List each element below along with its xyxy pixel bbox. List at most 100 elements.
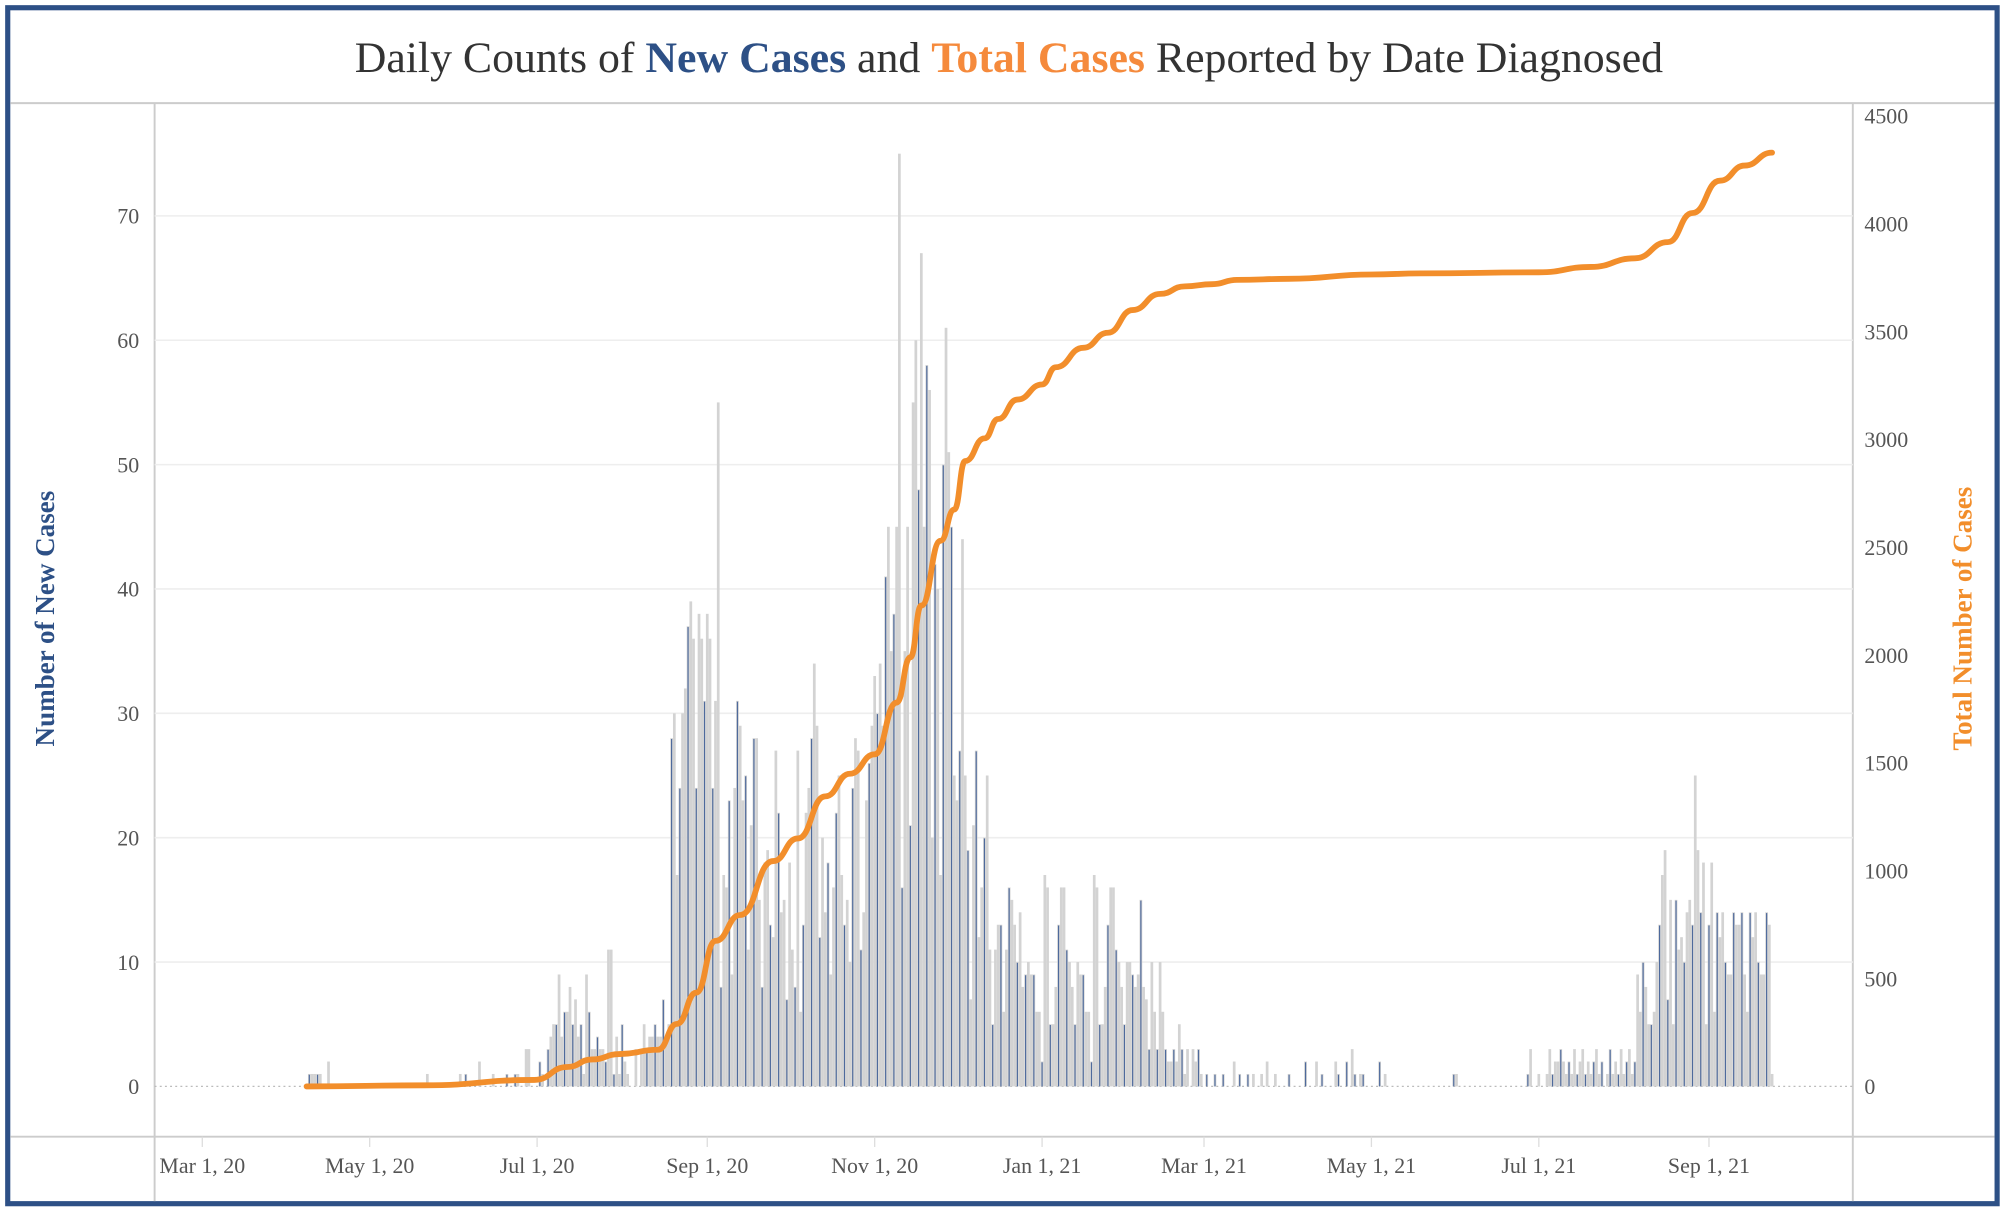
new-cases-bar (928, 389, 931, 1087)
new-cases-bar-highlight (1757, 962, 1759, 1087)
new-cases-bar (865, 800, 868, 1087)
new-cases-bar (1746, 1011, 1749, 1087)
new-cases-bar (590, 1049, 594, 1087)
new-cases-bar (705, 613, 709, 1087)
new-cases-bar-highlight (1197, 1049, 1200, 1087)
new-cases-bar-highlight (687, 627, 689, 1087)
new-cases-bar (1134, 986, 1137, 1087)
title-total-cases: Total Cases (931, 34, 1145, 82)
new-cases-bar-highlight (868, 763, 870, 1087)
new-cases-bar (747, 949, 750, 1087)
new-cases-bar (1109, 887, 1113, 1087)
new-cases-bar (1161, 1011, 1165, 1087)
new-cases-bar (557, 974, 561, 1087)
new-cases-bar (1002, 1011, 1006, 1087)
new-cases-bar (774, 750, 778, 1087)
new-cases-bar-highlight (1123, 1025, 1125, 1087)
new-cases-bar-highlight (802, 925, 804, 1087)
new-cases-bar-highlight (901, 888, 903, 1087)
new-cases-bar-highlight (1140, 900, 1142, 1087)
new-cases-bar (738, 725, 742, 1087)
new-cases-bar (782, 899, 786, 1087)
new-cases-bar (898, 153, 901, 1087)
new-cases-bar (730, 974, 734, 1087)
new-cases-bar-highlight (588, 1012, 590, 1087)
new-cases-bar-highlight (1551, 1074, 1554, 1087)
new-cases-bar-highlight (1206, 1074, 1208, 1087)
new-cases-bar-highlight (1000, 925, 1002, 1087)
new-cases-bar (659, 1036, 662, 1087)
new-cases-bar (672, 713, 676, 1087)
new-cases-bar (1070, 986, 1074, 1087)
new-cases-bar (648, 1036, 651, 1087)
new-cases-bar-highlight (1617, 1074, 1619, 1087)
new-cases-bar (985, 775, 989, 1087)
new-cases-bar-highlight (1165, 1049, 1167, 1087)
new-cases-bar (906, 526, 909, 1087)
new-cases-bar (988, 949, 992, 1087)
new-cases-bar-highlight (778, 813, 780, 1087)
new-cases-bar-highlight (794, 987, 796, 1087)
new-cases-bar (1564, 1073, 1568, 1087)
new-cases-bar (318, 1073, 322, 1087)
new-cases-bar (815, 725, 819, 1087)
new-cases-bar (725, 887, 728, 1087)
new-cases-bar-highlight (1527, 1074, 1529, 1087)
new-cases-bar-highlight (1675, 900, 1677, 1087)
x-axis-ticks: Mar 1, 20 May 1, 20 Jul 1, 20 Sep 1, 20 Nov … (159, 1136, 1750, 1178)
new-cases-bar-highlight (1708, 925, 1710, 1087)
left-tick-label: 50 (117, 452, 139, 477)
new-cases-bar (1630, 1073, 1634, 1087)
new-cases-bar (681, 713, 684, 1087)
new-cases-bar (1092, 874, 1096, 1087)
new-cases-bar (972, 825, 975, 1087)
new-cases-bar-highlight (703, 701, 706, 1087)
new-cases-bar-highlight (1634, 1062, 1636, 1087)
new-cases-bar (585, 974, 588, 1087)
new-cases-bar (758, 899, 761, 1087)
new-cases-bar (919, 253, 923, 1087)
new-cases-bar-highlight (1749, 913, 1751, 1087)
new-cases-bar-highlight (1066, 950, 1068, 1087)
new-cases-bar (1671, 1024, 1675, 1087)
new-cases-bar-highlight (852, 788, 854, 1087)
new-cases-bar (1688, 899, 1692, 1087)
new-cases-bar-highlight (835, 813, 837, 1087)
new-cases-bar-highlight (1667, 1000, 1669, 1087)
new-cases-bar-highlight (1584, 1074, 1587, 1087)
new-cases-bar-highlight (1700, 913, 1702, 1087)
new-cases-bar-highlight (827, 863, 829, 1087)
new-cases-bar (829, 974, 833, 1087)
new-cases-bar-highlight (1716, 913, 1718, 1087)
new-cases-bar (1545, 1073, 1549, 1087)
right-tick-label: 4000 (1864, 212, 1908, 237)
right-tick-label: 500 (1864, 966, 1897, 991)
new-cases-bar-highlight (1181, 1049, 1183, 1087)
right-tick-label: 3500 (1864, 319, 1908, 344)
right-tick-label: 4500 (1864, 104, 1908, 129)
new-cases-bar (1710, 862, 1714, 1087)
new-cases-bar (1726, 974, 1730, 1087)
new-cases-bar (1005, 949, 1008, 1087)
new-cases-bar (1663, 850, 1667, 1087)
new-cases-bar (1619, 1049, 1623, 1087)
new-cases-bar (790, 949, 794, 1087)
new-cases-bar (722, 874, 726, 1087)
new-cases-bar (598, 1049, 602, 1087)
new-cases-bar (1721, 912, 1725, 1087)
new-cases-bar (1455, 1073, 1458, 1087)
new-cases-bar (1729, 974, 1733, 1087)
new-cases-bar (560, 1036, 564, 1087)
new-cases-bar-highlight (1321, 1074, 1323, 1087)
new-cases-bar-highlight (843, 925, 846, 1087)
new-cases-bar-highlight (465, 1074, 467, 1087)
new-cases-bar (425, 1073, 429, 1087)
new-cases-bar (651, 1036, 654, 1087)
new-cases-bar-highlight (926, 365, 928, 1087)
new-cases-bar-highlight (1247, 1074, 1249, 1087)
new-cases-bar (873, 676, 877, 1087)
new-cases-bar (1194, 1061, 1198, 1087)
total-cases-line-group (303, 149, 1775, 1090)
new-cases-bar (1010, 899, 1014, 1087)
